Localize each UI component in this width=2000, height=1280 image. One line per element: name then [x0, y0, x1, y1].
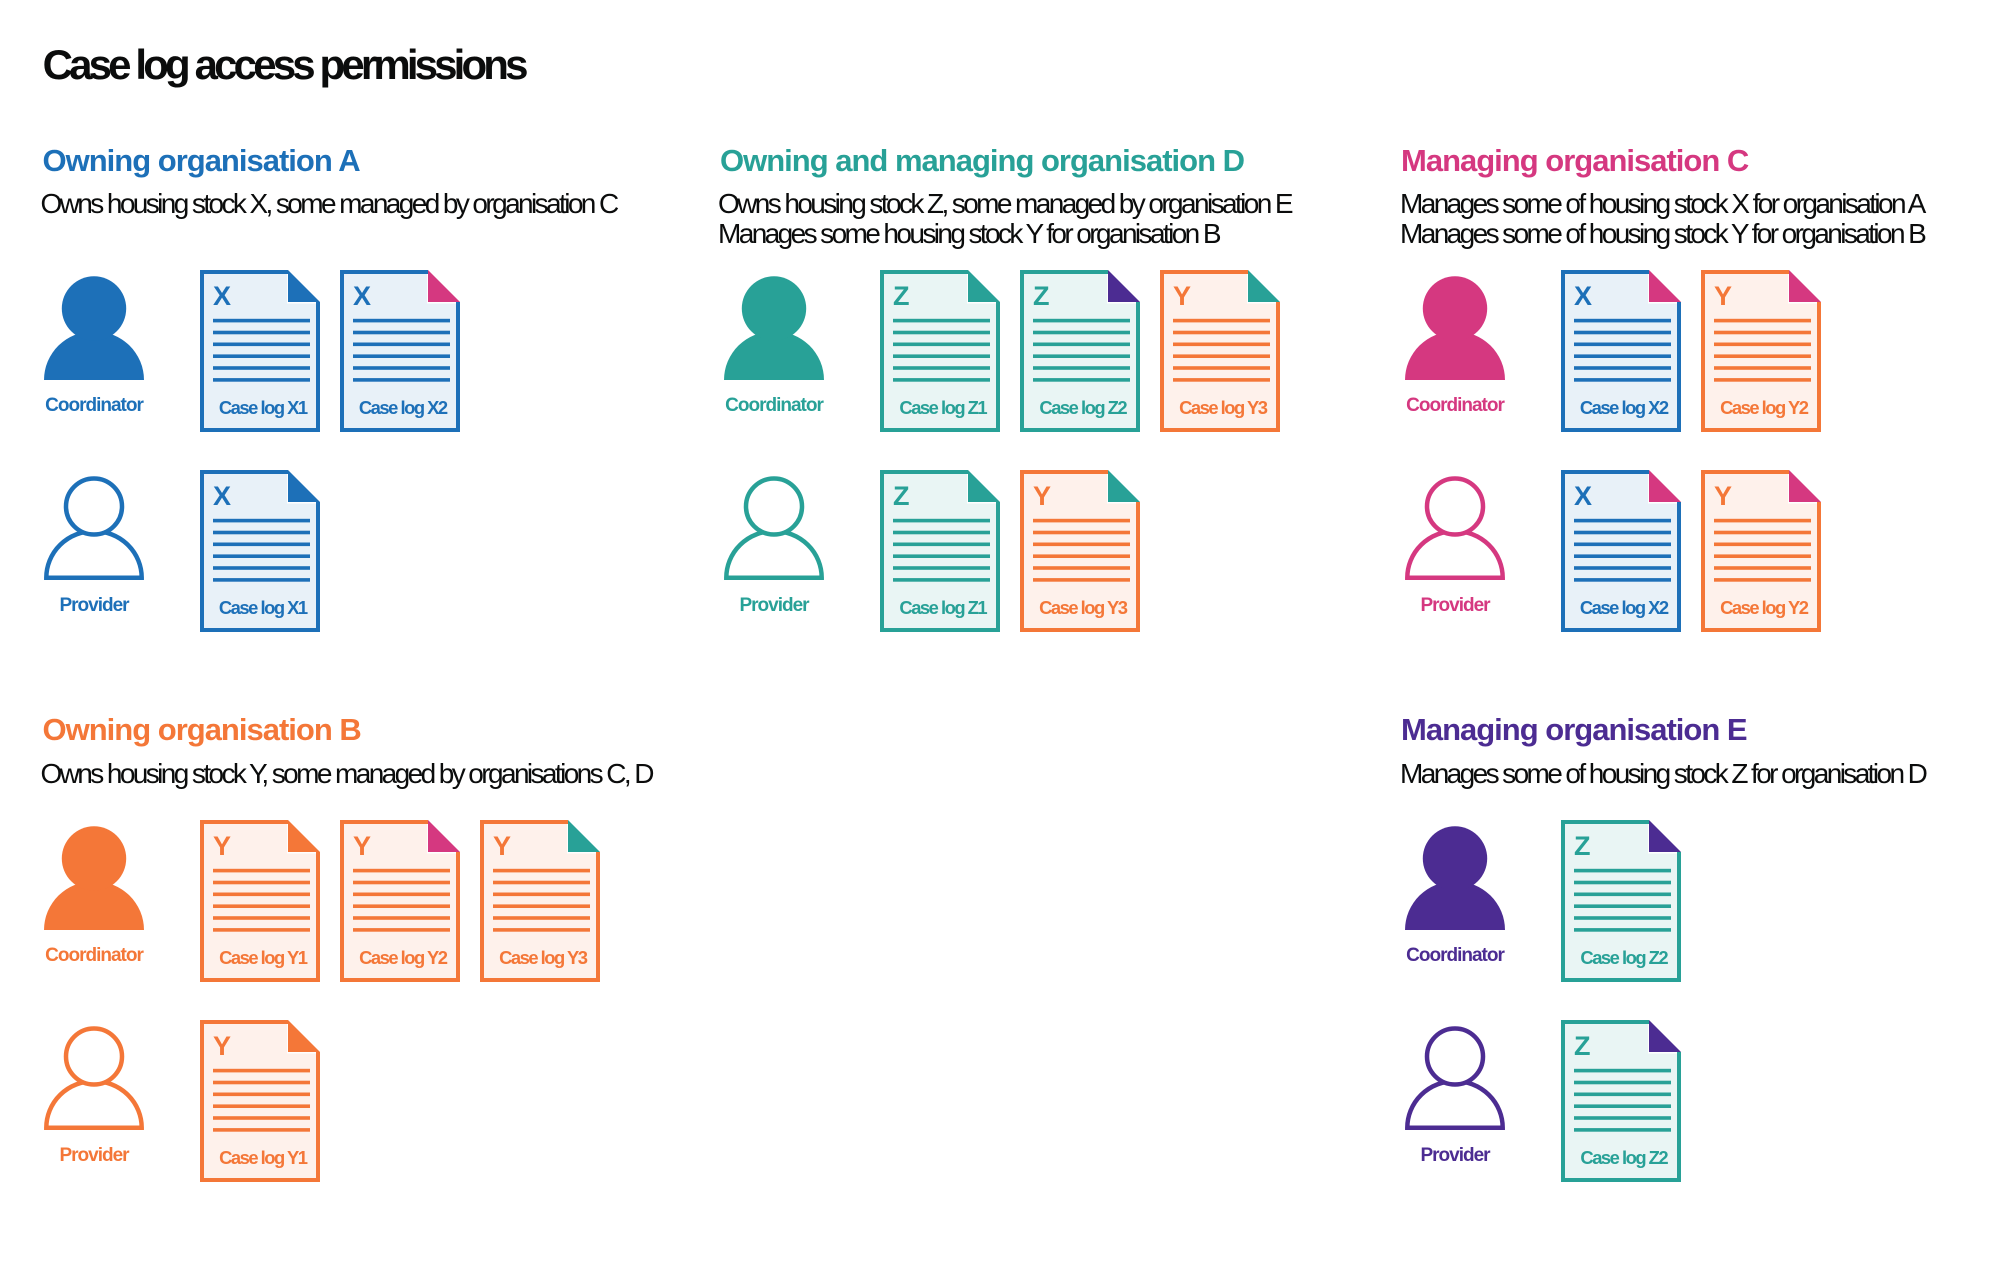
svg-text:Case log Y2: Case log Y2 — [359, 947, 448, 968]
svg-text:Case log X2: Case log X2 — [359, 397, 448, 418]
svg-text:Case log X1: Case log X1 — [219, 397, 308, 418]
svg-text:Y: Y — [1033, 481, 1051, 511]
svg-text:Case log Z2: Case log Z2 — [1039, 397, 1127, 418]
svg-text:X: X — [213, 281, 231, 311]
svg-text:Z: Z — [893, 281, 910, 311]
svg-text:Case log Z1: Case log Z1 — [899, 397, 987, 418]
svg-text:Y: Y — [1714, 481, 1732, 511]
svg-text:Y: Y — [1714, 281, 1732, 311]
svg-text:Case log Y3: Case log Y3 — [1039, 597, 1128, 618]
svg-text:Y: Y — [213, 1031, 231, 1061]
svg-text:Y: Y — [213, 831, 231, 861]
svg-text:Case log X2: Case log X2 — [1580, 597, 1669, 618]
svg-text:X: X — [213, 481, 231, 511]
svg-text:Case log Z1: Case log Z1 — [899, 597, 987, 618]
svg-text:Case log Y3: Case log Y3 — [499, 947, 588, 968]
svg-text:Case log Y1: Case log Y1 — [219, 1147, 308, 1168]
svg-text:Y: Y — [1173, 281, 1191, 311]
svg-text:X: X — [1574, 481, 1592, 511]
svg-text:Case log X1: Case log X1 — [219, 597, 308, 618]
svg-text:Z: Z — [893, 481, 910, 511]
svg-text:Z: Z — [1574, 1031, 1591, 1061]
svg-text:X: X — [353, 281, 371, 311]
svg-text:Z: Z — [1033, 281, 1050, 311]
svg-text:Case log Y2: Case log Y2 — [1720, 397, 1809, 418]
svg-text:Z: Z — [1574, 831, 1591, 861]
svg-text:Case log Z2: Case log Z2 — [1580, 947, 1668, 968]
svg-text:Case log Y3: Case log Y3 — [1179, 397, 1268, 418]
svg-text:Case log X2: Case log X2 — [1580, 397, 1669, 418]
svg-text:Case log Z2: Case log Z2 — [1580, 1147, 1668, 1168]
svg-text:Y: Y — [493, 831, 511, 861]
svg-text:Case log Y1: Case log Y1 — [219, 947, 308, 968]
svg-text:Case log Y2: Case log Y2 — [1720, 597, 1809, 618]
svg-text:X: X — [1574, 281, 1592, 311]
svg-text:Y: Y — [353, 831, 371, 861]
